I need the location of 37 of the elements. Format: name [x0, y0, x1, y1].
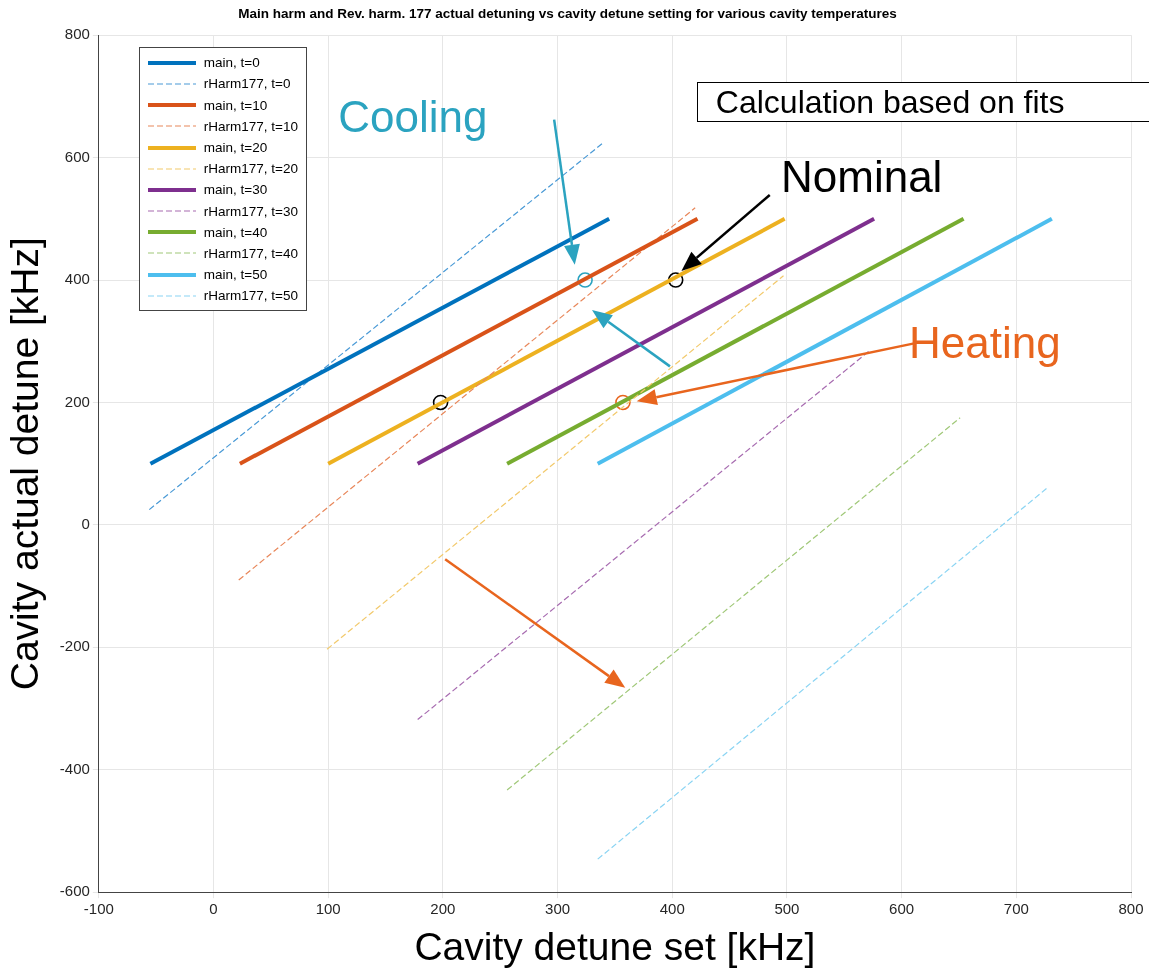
y-tick-label: 800 — [64, 25, 90, 43]
legend-label: main, t=30 — [203, 182, 268, 198]
legend-label: main, t=10 — [203, 97, 268, 113]
x-tick-label: 0 — [209, 900, 218, 918]
annotation: Cooling — [338, 92, 488, 143]
y-tick-label: 0 — [81, 515, 90, 533]
y-tick-label: -200 — [59, 637, 90, 655]
x-axis-title: Cavity detune set [kHz] — [414, 925, 816, 969]
legend-label: rHarm177, t=0 — [203, 76, 291, 92]
legend-label: main, t=0 — [203, 55, 260, 71]
chart-title: Main harm and Rev. harm. 177 actual detuning vs cavity detune setting for various cavity temperatures — [238, 5, 897, 21]
y-tick-label: 600 — [64, 147, 90, 165]
y-tick-label: -400 — [59, 759, 90, 777]
x-tick-label: 800 — [1118, 900, 1144, 918]
legend-label: main, t=20 — [203, 140, 268, 156]
legend-label: main, t=40 — [203, 224, 268, 240]
x-tick-label: 100 — [315, 900, 341, 918]
y-axis-title: Cavity actual detune [kHz] — [3, 237, 47, 691]
annotation: Nominal — [780, 152, 943, 203]
legend-label: rHarm177, t=20 — [203, 161, 298, 177]
x-tick-label: 500 — [774, 900, 800, 918]
x-tick-label: 200 — [430, 900, 456, 918]
y-tick-label: 400 — [64, 270, 90, 288]
x-tick-label: 300 — [545, 900, 571, 918]
legend-label: rHarm177, t=40 — [203, 245, 298, 261]
note-box: Calculation based on fits — [696, 82, 1149, 123]
legend-label: rHarm177, t=30 — [203, 203, 298, 219]
x-tick-label: 400 — [659, 900, 685, 918]
x-tick-label: 600 — [889, 900, 915, 918]
annotation: Heating — [908, 318, 1061, 369]
x-tick-label: 700 — [1003, 900, 1029, 918]
x-tick-label: -100 — [83, 900, 114, 918]
legend-label: rHarm177, t=50 — [203, 288, 298, 304]
legend-label: rHarm177, t=10 — [203, 118, 298, 134]
y-tick-label: 200 — [64, 392, 90, 410]
y-tick-label: -600 — [59, 882, 90, 900]
legend-label: main, t=50 — [203, 267, 268, 283]
